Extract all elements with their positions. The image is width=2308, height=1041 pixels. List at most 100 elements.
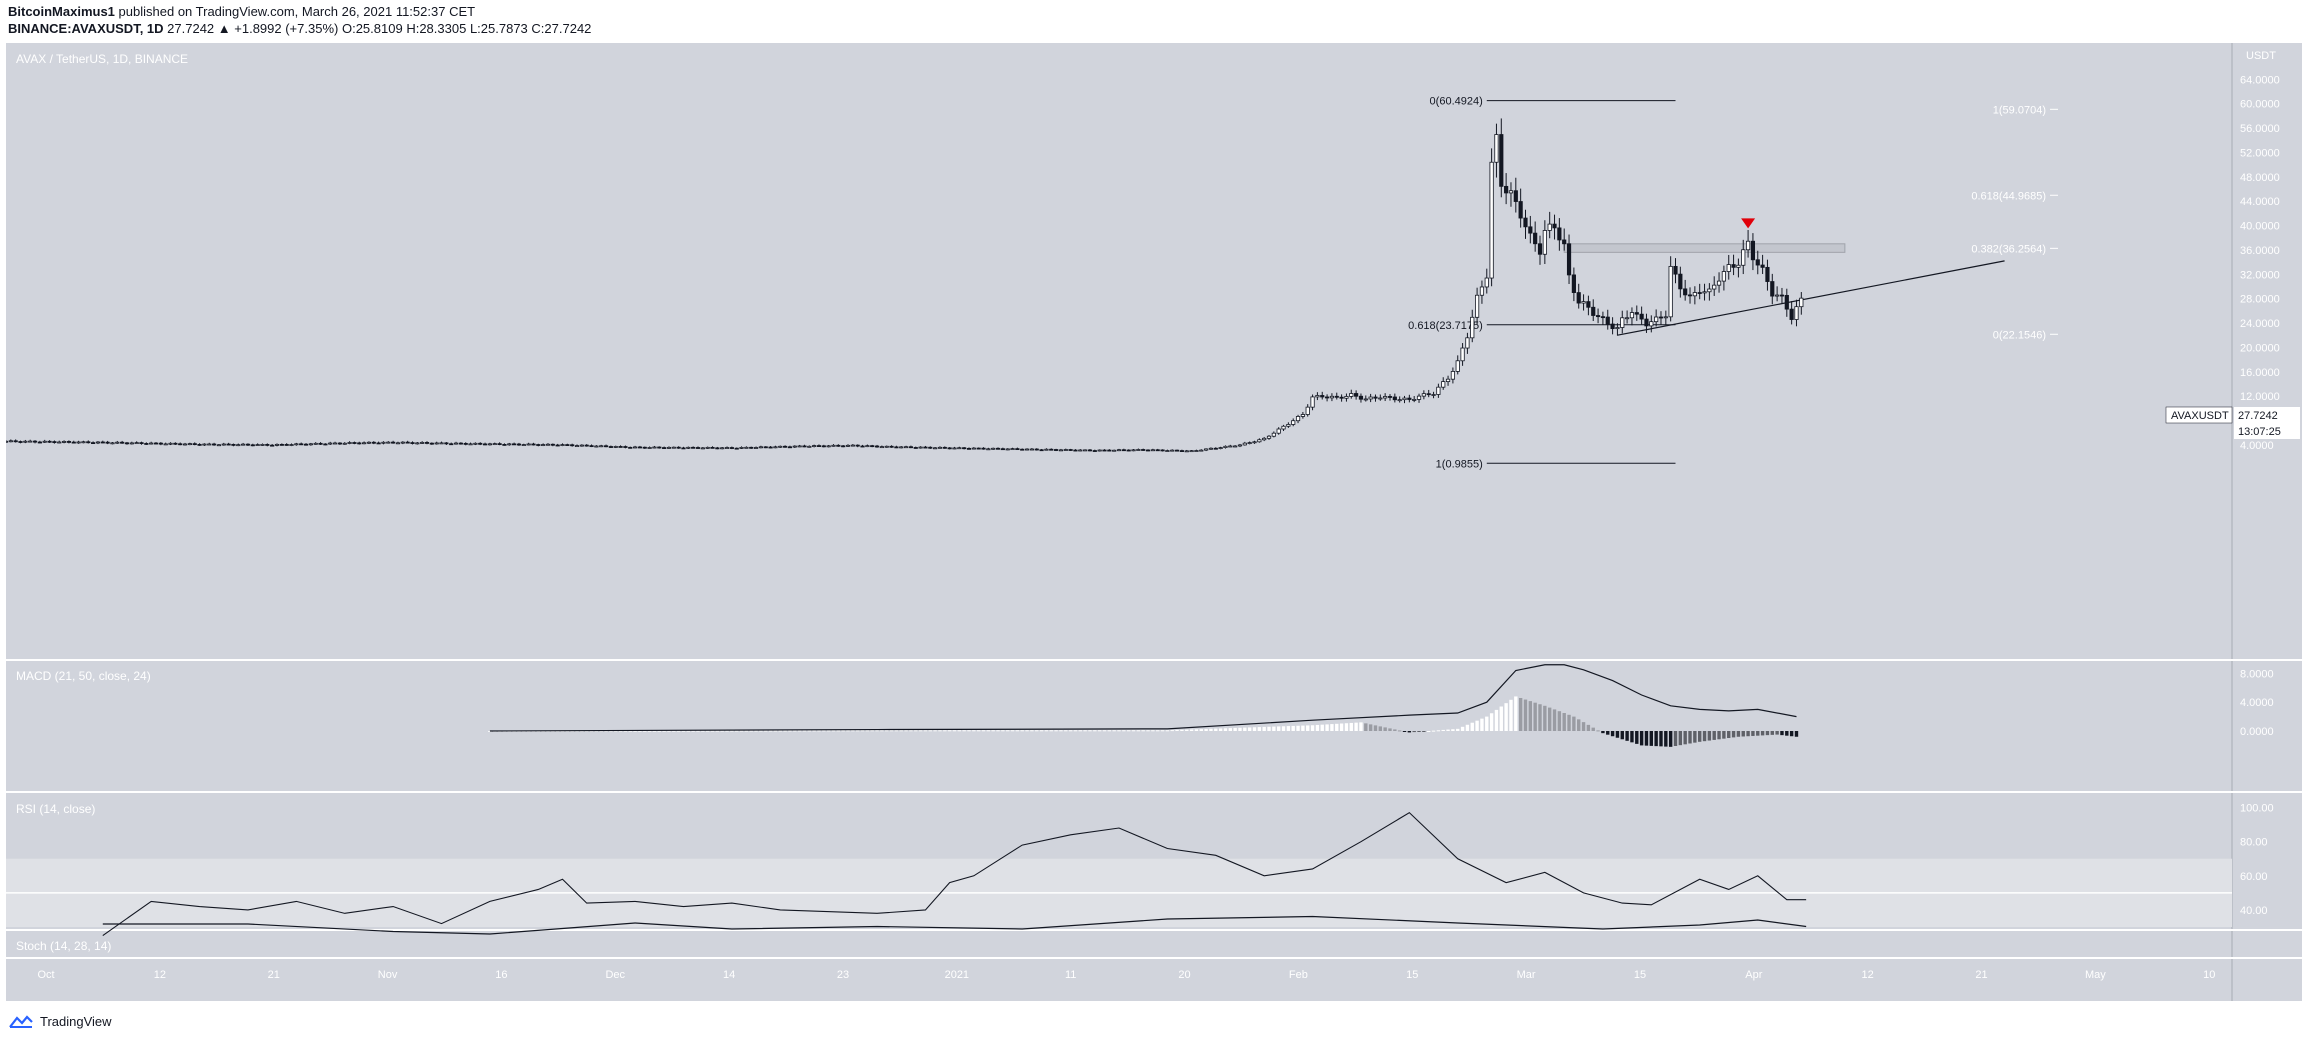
- time-axis-ticks: Oct 12 21 Nov 16 Dec 14 23 2021 11 20 Feb 15 Mar 15 Apr…: [37, 969, 2215, 981]
- candle-body: [1673, 265, 1678, 275]
- macd-histogram-bar: [1209, 728, 1213, 731]
- candle-body: [579, 444, 584, 447]
- macd-histogram-bar: [1136, 730, 1141, 732]
- price-label-value: 27.7242: [2238, 410, 2278, 422]
- time-tick-label: 16: [495, 969, 507, 981]
- chart-canvas[interactable]: AVAX / TetherUS, 1D, BINANCE USDT MACD (…: [3, 43, 2302, 1001]
- chart-frame[interactable]: AVAX / TetherUS, 1D, BINANCE USDT MACD (…: [3, 43, 2302, 1001]
- candle-body: [1199, 449, 1204, 452]
- candle-body: [1354, 393, 1359, 397]
- candle-body: [1029, 448, 1034, 451]
- macd-histogram-bar: [1460, 726, 1465, 731]
- macd-histogram-bar: [1427, 731, 1431, 732]
- candle-body: [1755, 259, 1760, 266]
- macd-histogram-bar: [904, 730, 908, 732]
- candle-body: [1741, 249, 1746, 266]
- candle-body: [482, 443, 488, 446]
- candle-body: [1489, 161, 1494, 279]
- macd-histogram-bar: [1606, 731, 1610, 735]
- time-tick-label: 11: [1065, 969, 1076, 981]
- fib-level-label: 1(0.9855): [1436, 458, 1483, 470]
- candle-body: [1281, 425, 1286, 430]
- ascending-support-line: [1617, 260, 2005, 336]
- candle-body: [13, 440, 18, 443]
- candle-body: [478, 442, 483, 445]
- macd-histogram-bar: [1141, 730, 1145, 732]
- macd-histogram-bar: [1349, 722, 1353, 731]
- macd-histogram-bar: [1354, 722, 1358, 731]
- macd-histogram-bar: [1751, 731, 1755, 736]
- macd-histogram-bar: [773, 730, 778, 732]
- candle-body: [168, 442, 173, 445]
- macd-histogram-bar: [1010, 730, 1015, 732]
- candle-body: [473, 442, 478, 445]
- candle-body: [594, 445, 599, 448]
- macd-histogram-bar: [986, 730, 991, 732]
- macd-histogram-bar: [807, 730, 811, 732]
- macd-histogram-bar: [1243, 727, 1247, 731]
- tradingview-brand[interactable]: TradingView: [8, 1014, 112, 1029]
- time-tick-label: 21: [268, 969, 280, 981]
- candle-body: [1779, 294, 1785, 297]
- price-tick-label: 44.0000: [2240, 196, 2280, 208]
- macd-histogram-bar: [1068, 730, 1073, 732]
- candle-body: [1155, 449, 1160, 452]
- candle-body: [139, 442, 144, 445]
- candle-body: [23, 440, 28, 443]
- candle-body: [120, 441, 125, 444]
- candle-body: [1131, 449, 1136, 452]
- candle-body: [1286, 424, 1291, 427]
- macd-histogram-bar: [865, 730, 870, 732]
- candle-body: [274, 443, 280, 446]
- macd-histogram-bar: [691, 730, 695, 732]
- author-name[interactable]: BitcoinMaximus1: [8, 4, 115, 19]
- candle-body: [279, 443, 284, 446]
- macd-histogram-bar: [609, 730, 613, 732]
- macd-histogram-bar: [1131, 730, 1136, 732]
- macd-histogram-bar: [633, 730, 637, 732]
- candle-body: [366, 441, 372, 444]
- candle-body: [555, 444, 560, 447]
- macd-histogram-bar: [1698, 731, 1702, 742]
- macd-histogram-bar: [1412, 731, 1416, 733]
- candle-body: [381, 441, 386, 444]
- candle-body: [1426, 393, 1431, 396]
- candle-body: [933, 447, 938, 450]
- macd-histogram-bar: [1489, 713, 1494, 731]
- candle-body: [1450, 371, 1455, 380]
- candle-body: [981, 447, 986, 450]
- macd-histogram-bar: [589, 730, 594, 732]
- candle-body: [908, 446, 914, 449]
- candle-body: [560, 444, 565, 446]
- candle-body: [1542, 230, 1547, 255]
- candle-body: [1625, 317, 1630, 320]
- candle-body: [1421, 393, 1426, 397]
- macd-histogram-bar: [575, 730, 579, 732]
- fib-extension-label: 0.382(36.2564): [1971, 243, 2046, 255]
- macd-histogram-bar: [1117, 730, 1121, 732]
- candle-body: [1116, 449, 1122, 452]
- macd-histogram-bar: [914, 730, 918, 732]
- macd-histogram-bar: [1064, 730, 1068, 732]
- macd-histogram-bar: [923, 730, 928, 732]
- macd-histogram-bar: [1480, 718, 1484, 731]
- candle-body: [1063, 449, 1068, 451]
- macd-histogram-bar: [1102, 730, 1107, 732]
- macd-histogram-bar: [1078, 730, 1082, 732]
- time-tick-label: Mar: [1517, 969, 1536, 981]
- macd-histogram-bar: [1020, 730, 1024, 732]
- candle-body: [1571, 274, 1576, 293]
- macd-histogram-bar: [952, 730, 957, 732]
- macd-histogram-bar: [1073, 730, 1078, 732]
- macd-histogram-bar: [1523, 699, 1528, 731]
- high-value: 28.3305: [419, 21, 467, 36]
- macd-histogram-bar: [720, 730, 724, 732]
- macd-histogram-bar: [1165, 730, 1170, 732]
- macd-histogram-bar: [846, 730, 850, 732]
- candle-body: [952, 447, 957, 450]
- candle-body: [1276, 428, 1281, 434]
- candle-body: [1368, 396, 1373, 400]
- candle-body: [879, 446, 884, 449]
- candle-body: [724, 447, 730, 449]
- macd-histogram-bar: [1567, 714, 1571, 731]
